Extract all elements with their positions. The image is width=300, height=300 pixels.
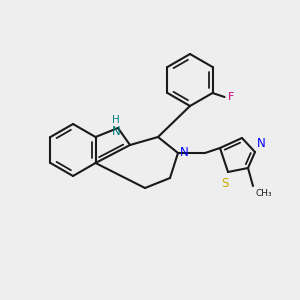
Text: S: S [221, 177, 229, 190]
Text: F: F [227, 92, 234, 102]
Text: N: N [257, 137, 266, 150]
Text: N: N [180, 146, 189, 158]
Text: N: N [112, 125, 120, 138]
Text: H: H [112, 115, 120, 125]
Text: CH₃: CH₃ [255, 189, 272, 198]
